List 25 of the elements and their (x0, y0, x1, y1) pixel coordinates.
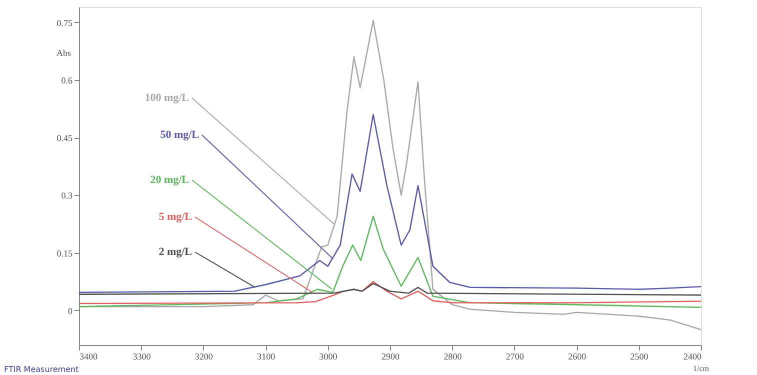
x-tick-label: 2500 (630, 352, 649, 362)
y-tick-label: 0.45 (56, 133, 73, 144)
x-tick-label: 2700 (506, 352, 524, 362)
y-tick-label: 0.75 (56, 18, 73, 28)
x-tick-label: 2900 (382, 352, 400, 362)
x-tick-label: 3000 (319, 352, 338, 362)
x-tick-label: 3400 (80, 352, 98, 362)
y-tick-label: 0.6 (61, 75, 73, 86)
annotation: 50 mg/L (160, 129, 199, 141)
x-tick-label: 3100 (257, 352, 276, 362)
text: FTIR Measurement (4, 365, 79, 374)
x-tick-label: 2400 (684, 352, 702, 362)
y-tick-label: 0 (68, 306, 73, 316)
annotation: 100 mg/L (144, 92, 189, 104)
y-axis-title: Abs (56, 48, 72, 58)
annotation: 20 mg/L (150, 174, 189, 186)
x-axis-title: 1/cm (693, 364, 710, 373)
y-tick-label: 0.3 (61, 190, 73, 201)
annotation: 2 mg/L (158, 246, 192, 258)
annotation: 5 mg/L (158, 211, 192, 223)
x-tick-label: 2600 (568, 352, 587, 362)
y-tick-label: 0.15 (56, 248, 73, 258)
x-tick-label: 3200 (194, 352, 214, 362)
x-tick-label: 3300 (132, 352, 152, 362)
x-tick-label: 2800 (444, 352, 462, 362)
